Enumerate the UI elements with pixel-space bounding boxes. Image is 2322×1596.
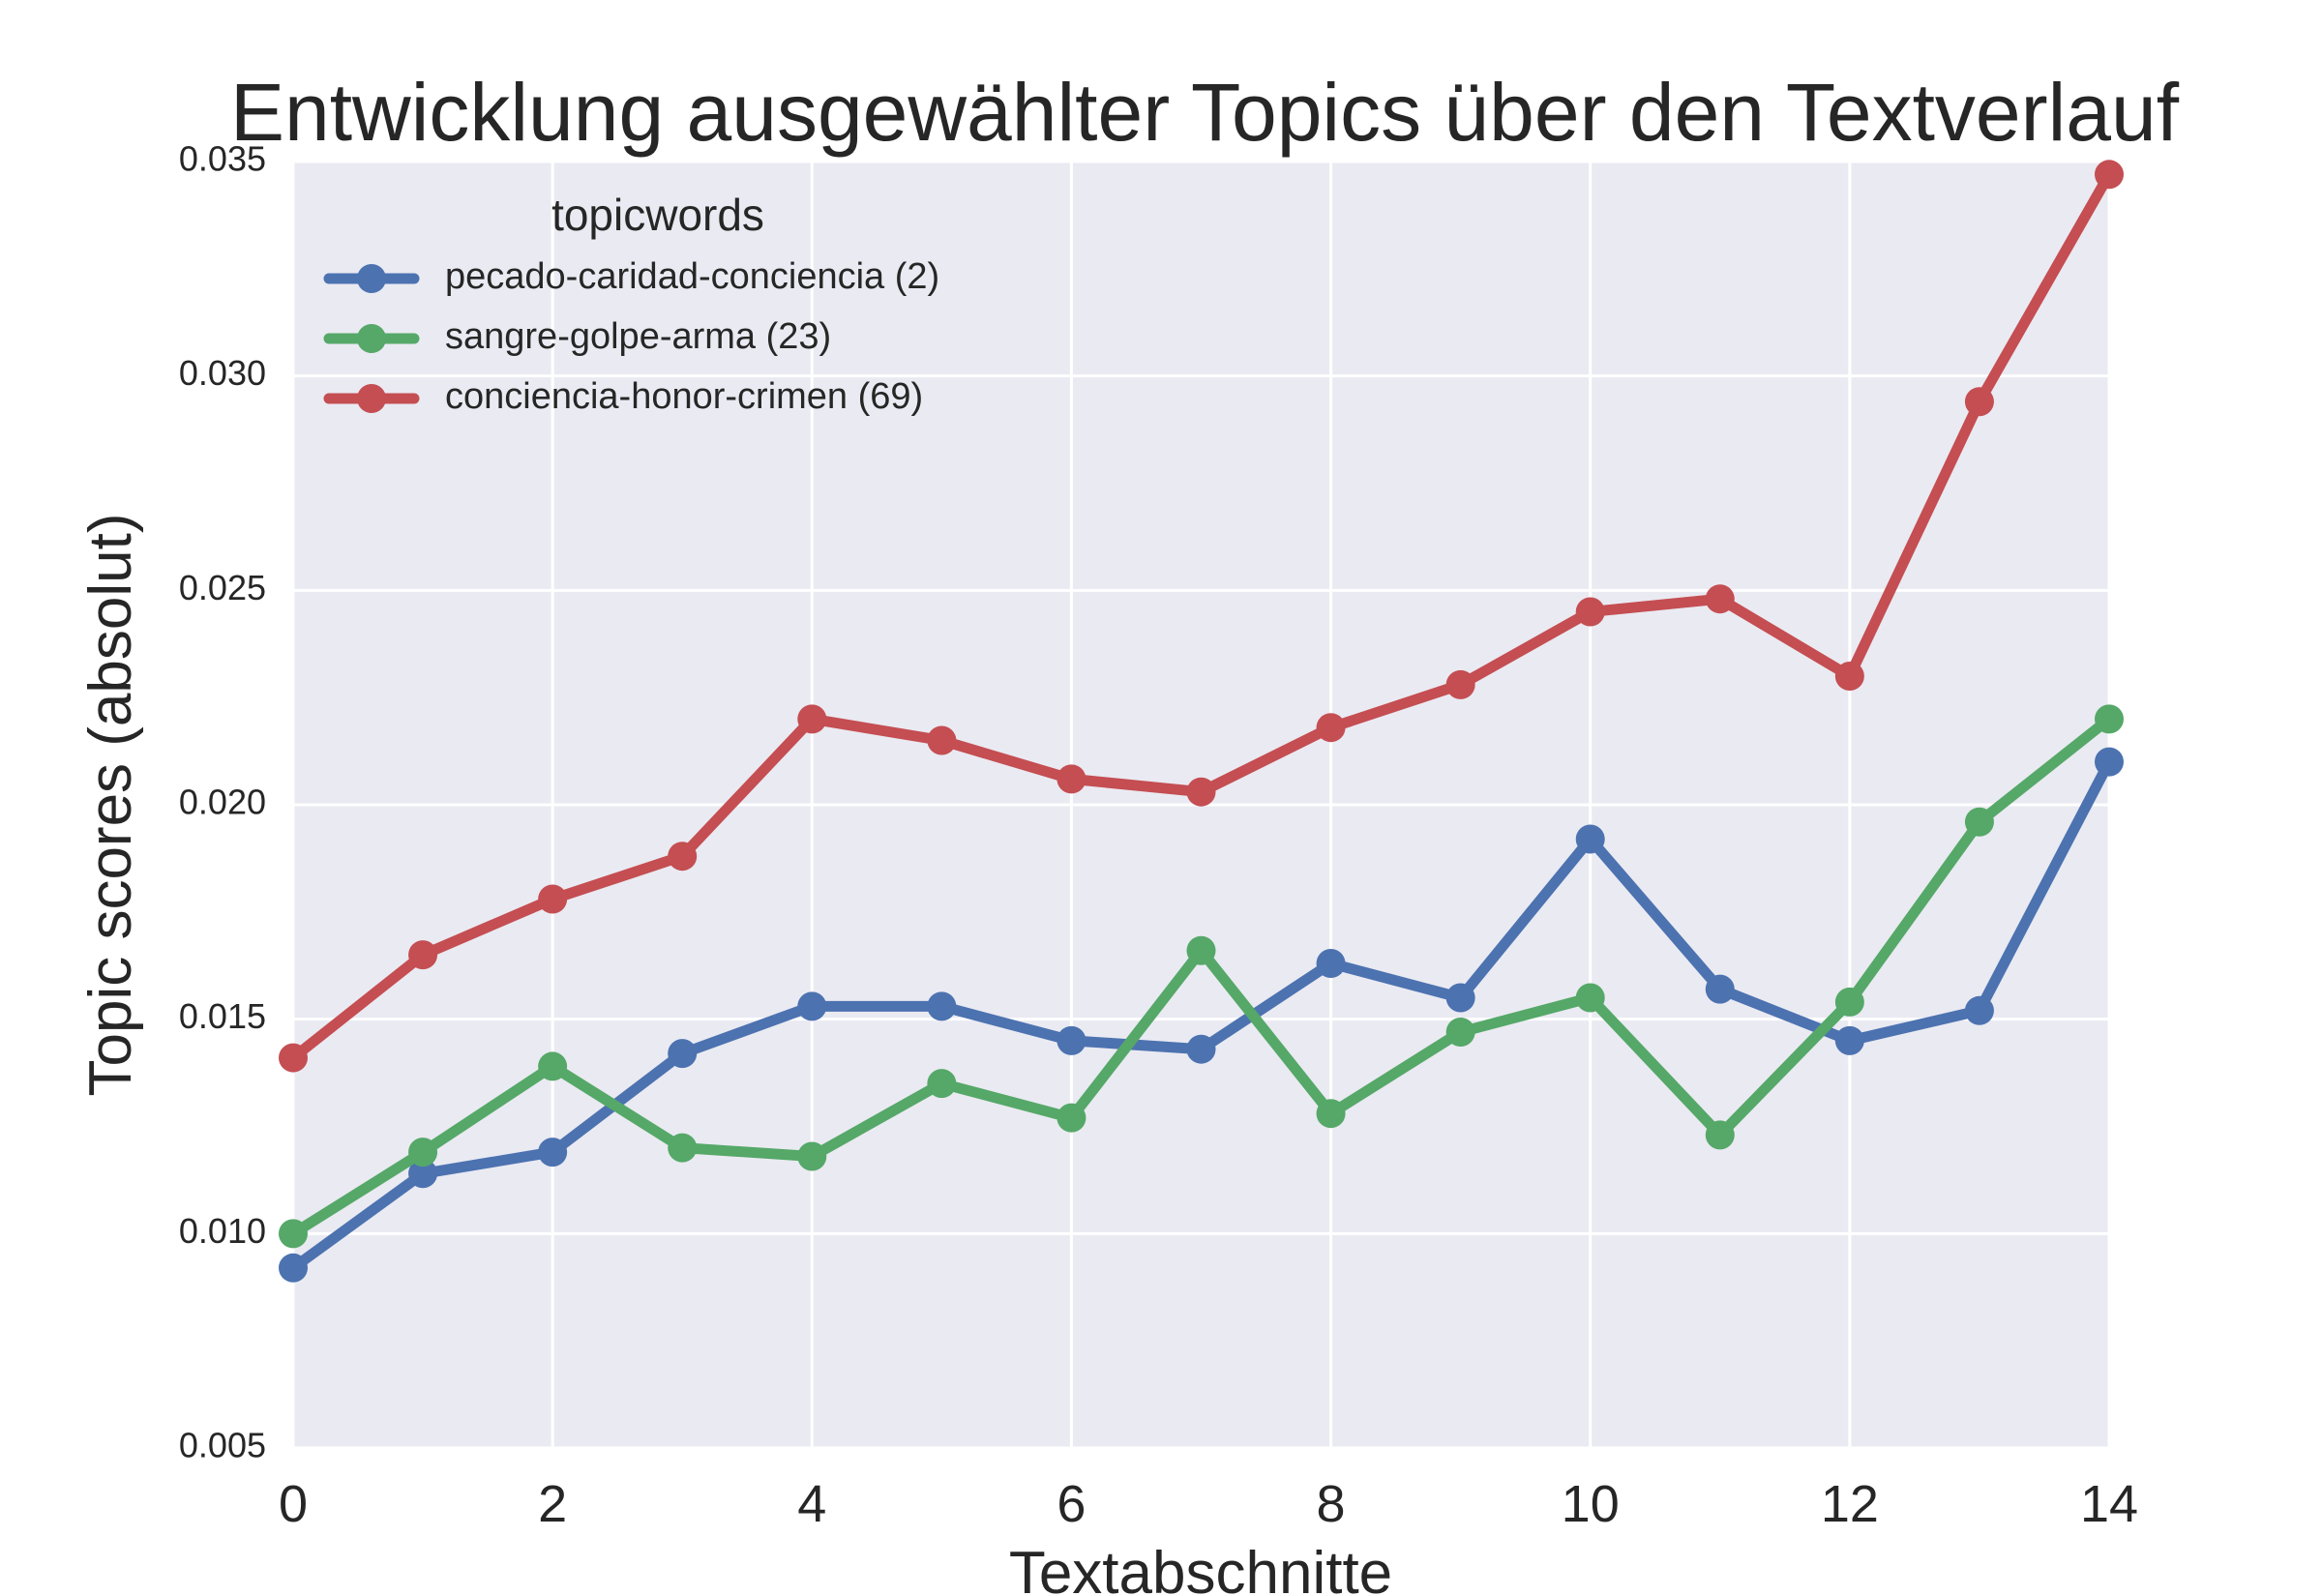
x-tick-label: 10 bbox=[1562, 1475, 1620, 1533]
data-point bbox=[1834, 1025, 1864, 1055]
data-point bbox=[1186, 777, 1216, 807]
data-point bbox=[1964, 995, 1994, 1025]
series-1 bbox=[279, 747, 2124, 1283]
data-point bbox=[1186, 1034, 1216, 1064]
data-point bbox=[1834, 987, 1864, 1017]
legend-label: conciencia-honor-crimen (69) bbox=[445, 376, 923, 417]
data-point bbox=[797, 704, 827, 734]
y-axis-ticks: 0.005 0.010 0.015 0.020 0.025 0.030 0.035 bbox=[179, 139, 266, 1465]
data-point bbox=[1316, 949, 1346, 979]
x-axis-label: Textabschnitte bbox=[1009, 1540, 1392, 1596]
x-tick-label: 0 bbox=[279, 1475, 308, 1533]
data-point bbox=[1445, 983, 1475, 1013]
y-tick-label: 0.035 bbox=[179, 139, 266, 179]
y-tick-label: 0.005 bbox=[179, 1426, 266, 1465]
data-point bbox=[538, 1051, 568, 1081]
data-point bbox=[1057, 764, 1087, 794]
x-tick-label: 12 bbox=[1821, 1475, 1879, 1533]
x-tick-label: 14 bbox=[2080, 1475, 2138, 1533]
legend-label: sangre-golpe-arma (23) bbox=[445, 316, 831, 357]
data-point bbox=[668, 842, 698, 872]
x-tick-label: 6 bbox=[1057, 1475, 1086, 1533]
series-layer bbox=[279, 160, 2124, 1283]
data-point bbox=[1964, 807, 1994, 837]
data-point bbox=[279, 1219, 308, 1249]
legend-items: pecado-caridad-conciencia (2) sangre-golp… bbox=[323, 256, 939, 417]
data-point bbox=[1705, 1120, 1735, 1150]
legend-label: pecado-caridad-conciencia (2) bbox=[445, 256, 939, 297]
data-point bbox=[1057, 1103, 1087, 1133]
data-point bbox=[1057, 1025, 1087, 1055]
data-point bbox=[279, 1043, 308, 1073]
y-tick-label: 0.015 bbox=[179, 996, 266, 1036]
y-tick-label: 0.025 bbox=[179, 568, 266, 607]
data-point bbox=[668, 1133, 698, 1163]
x-tick-label: 4 bbox=[797, 1475, 826, 1533]
data-point bbox=[1575, 597, 1605, 627]
y-tick-label: 0.020 bbox=[179, 783, 266, 822]
data-point bbox=[927, 1069, 957, 1099]
data-point bbox=[1705, 584, 1735, 614]
data-point bbox=[927, 725, 957, 755]
legend-marker bbox=[357, 384, 386, 413]
data-point bbox=[1575, 824, 1605, 854]
data-point bbox=[668, 1039, 698, 1069]
x-tick-label: 8 bbox=[1317, 1475, 1346, 1533]
data-point bbox=[538, 884, 568, 914]
y-tick-label: 0.030 bbox=[179, 353, 266, 393]
legend-marker bbox=[357, 264, 386, 293]
data-point bbox=[1316, 1099, 1346, 1129]
data-point bbox=[538, 1138, 568, 1167]
data-point bbox=[1445, 669, 1475, 699]
data-point bbox=[279, 1253, 308, 1283]
x-axis-ticks: 0 2 4 6 8 10 12 14 bbox=[279, 1475, 2138, 1533]
legend-item: sangre-golpe-arma (23) bbox=[323, 316, 831, 357]
data-point bbox=[2095, 160, 2124, 190]
data-point bbox=[2095, 704, 2124, 734]
data-point bbox=[797, 1141, 827, 1171]
y-tick-label: 0.010 bbox=[179, 1211, 266, 1251]
legend-marker bbox=[357, 324, 386, 353]
data-point bbox=[927, 991, 957, 1021]
data-point bbox=[1964, 387, 1994, 417]
legend-title: topicwords bbox=[551, 190, 764, 240]
data-point bbox=[1705, 974, 1735, 1004]
data-point bbox=[2095, 747, 2124, 777]
legend: topicwords pecado-caridad-conciencia (2)… bbox=[323, 190, 939, 417]
series-3 bbox=[279, 160, 2124, 1073]
data-point bbox=[1834, 662, 1864, 691]
data-point bbox=[1575, 983, 1605, 1013]
data-point bbox=[408, 1159, 438, 1189]
data-point bbox=[1445, 1017, 1475, 1047]
legend-item: conciencia-honor-crimen (69) bbox=[323, 376, 923, 417]
data-point bbox=[408, 1138, 438, 1167]
data-point bbox=[797, 991, 827, 1021]
series-2 bbox=[279, 704, 2124, 1249]
chart-title: Entwicklung ausgewählter Topics über den… bbox=[230, 67, 2180, 158]
data-point bbox=[408, 940, 438, 970]
data-point bbox=[1186, 935, 1216, 965]
grid-lines bbox=[291, 160, 2111, 1450]
data-point bbox=[1316, 713, 1346, 743]
legend-item: pecado-caridad-conciencia (2) bbox=[323, 256, 939, 297]
y-axis-label: Topic scores (absolut) bbox=[77, 513, 144, 1096]
x-tick-label: 2 bbox=[538, 1475, 567, 1533]
